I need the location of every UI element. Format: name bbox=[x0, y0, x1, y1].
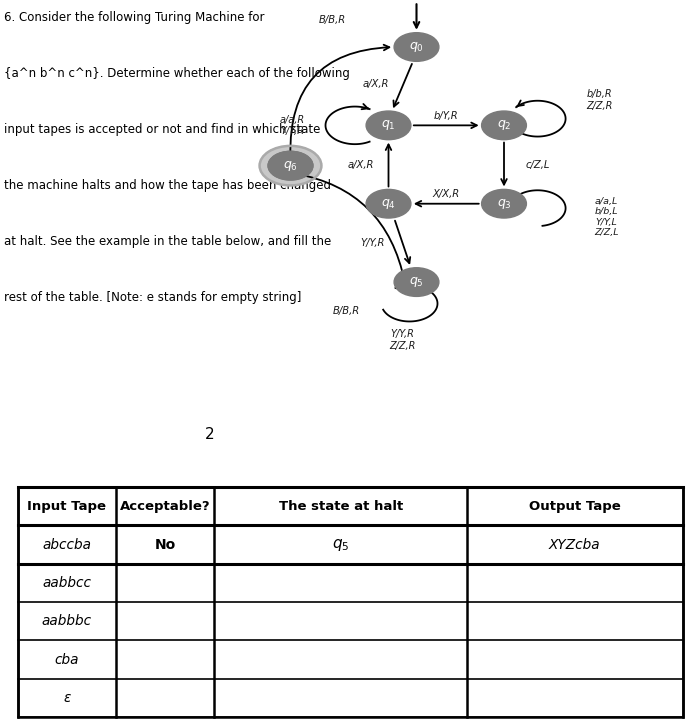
Text: $q_{2}$: $q_{2}$ bbox=[497, 119, 511, 132]
Circle shape bbox=[394, 33, 439, 61]
Text: The state at halt: The state at halt bbox=[279, 500, 402, 513]
Circle shape bbox=[366, 111, 411, 140]
Text: aabbbc: aabbbc bbox=[41, 614, 92, 628]
Circle shape bbox=[366, 189, 411, 218]
Circle shape bbox=[268, 151, 313, 180]
Text: a/a,L
b/b,L
Y/Y,L
Z/Z,L: a/a,L b/b,L Y/Y,L Z/Z,L bbox=[594, 197, 619, 237]
Text: 6. Consider the following Turing Machine for: 6. Consider the following Turing Machine… bbox=[4, 11, 264, 24]
Text: {a^n b^n c^n}. Determine whether each of the following: {a^n b^n c^n}. Determine whether each of… bbox=[4, 67, 349, 80]
Text: $q_{4}$: $q_{4}$ bbox=[381, 197, 396, 210]
Text: $q_{0}$: $q_{0}$ bbox=[409, 40, 424, 54]
Text: a/X,R: a/X,R bbox=[347, 159, 374, 170]
Text: a/X,R: a/X,R bbox=[363, 79, 389, 89]
Circle shape bbox=[482, 189, 526, 218]
Text: aabbcc: aabbcc bbox=[42, 576, 91, 590]
Text: b/Y,R: b/Y,R bbox=[434, 111, 458, 121]
Text: $q_{6}$: $q_{6}$ bbox=[283, 159, 298, 173]
Text: XYZcba: XYZcba bbox=[549, 537, 601, 552]
Text: No: No bbox=[155, 537, 176, 552]
Text: input tapes is accepted or not and find in which state: input tapes is accepted or not and find … bbox=[4, 123, 320, 136]
Text: b/b,R
Z/Z,R: b/b,R Z/Z,R bbox=[586, 89, 612, 111]
Text: $q_5$: $q_5$ bbox=[332, 537, 349, 553]
Text: at halt. See the example in the table below, and fill the: at halt. See the example in the table be… bbox=[4, 235, 330, 248]
Bar bbox=[18, 487, 682, 717]
Text: ε: ε bbox=[63, 691, 71, 705]
Text: a/a,R
Y/Y,R: a/a,R Y/Y,R bbox=[279, 114, 304, 136]
Text: c/Z,L: c/Z,L bbox=[525, 159, 550, 170]
Circle shape bbox=[260, 146, 321, 186]
Text: cba: cba bbox=[55, 652, 79, 667]
Text: Y/Y,R
Z/Z,R: Y/Y,R Z/Z,R bbox=[389, 330, 416, 351]
Text: $q_{5}$: $q_{5}$ bbox=[409, 275, 424, 289]
Text: Acceptable?: Acceptable? bbox=[120, 500, 211, 513]
Text: abccba: abccba bbox=[42, 537, 91, 552]
Text: B/B,R: B/B,R bbox=[333, 306, 360, 316]
Circle shape bbox=[482, 111, 526, 140]
Text: Y/Y,R: Y/Y,R bbox=[361, 238, 385, 248]
Text: Output Tape: Output Tape bbox=[529, 500, 621, 513]
Circle shape bbox=[394, 268, 439, 296]
Text: X/X,R: X/X,R bbox=[433, 189, 460, 199]
Text: 2: 2 bbox=[205, 427, 215, 443]
Text: B/B,R: B/B,R bbox=[319, 15, 346, 25]
Text: rest of the table. [Note: e stands for empty string]: rest of the table. [Note: e stands for e… bbox=[4, 291, 301, 304]
Circle shape bbox=[268, 151, 313, 180]
Text: the machine halts and how the tape has been changed: the machine halts and how the tape has b… bbox=[4, 179, 330, 192]
Text: Input Tape: Input Tape bbox=[27, 500, 106, 513]
Text: $q_{1}$: $q_{1}$ bbox=[382, 119, 395, 132]
Text: $q_{3}$: $q_{3}$ bbox=[496, 197, 512, 210]
